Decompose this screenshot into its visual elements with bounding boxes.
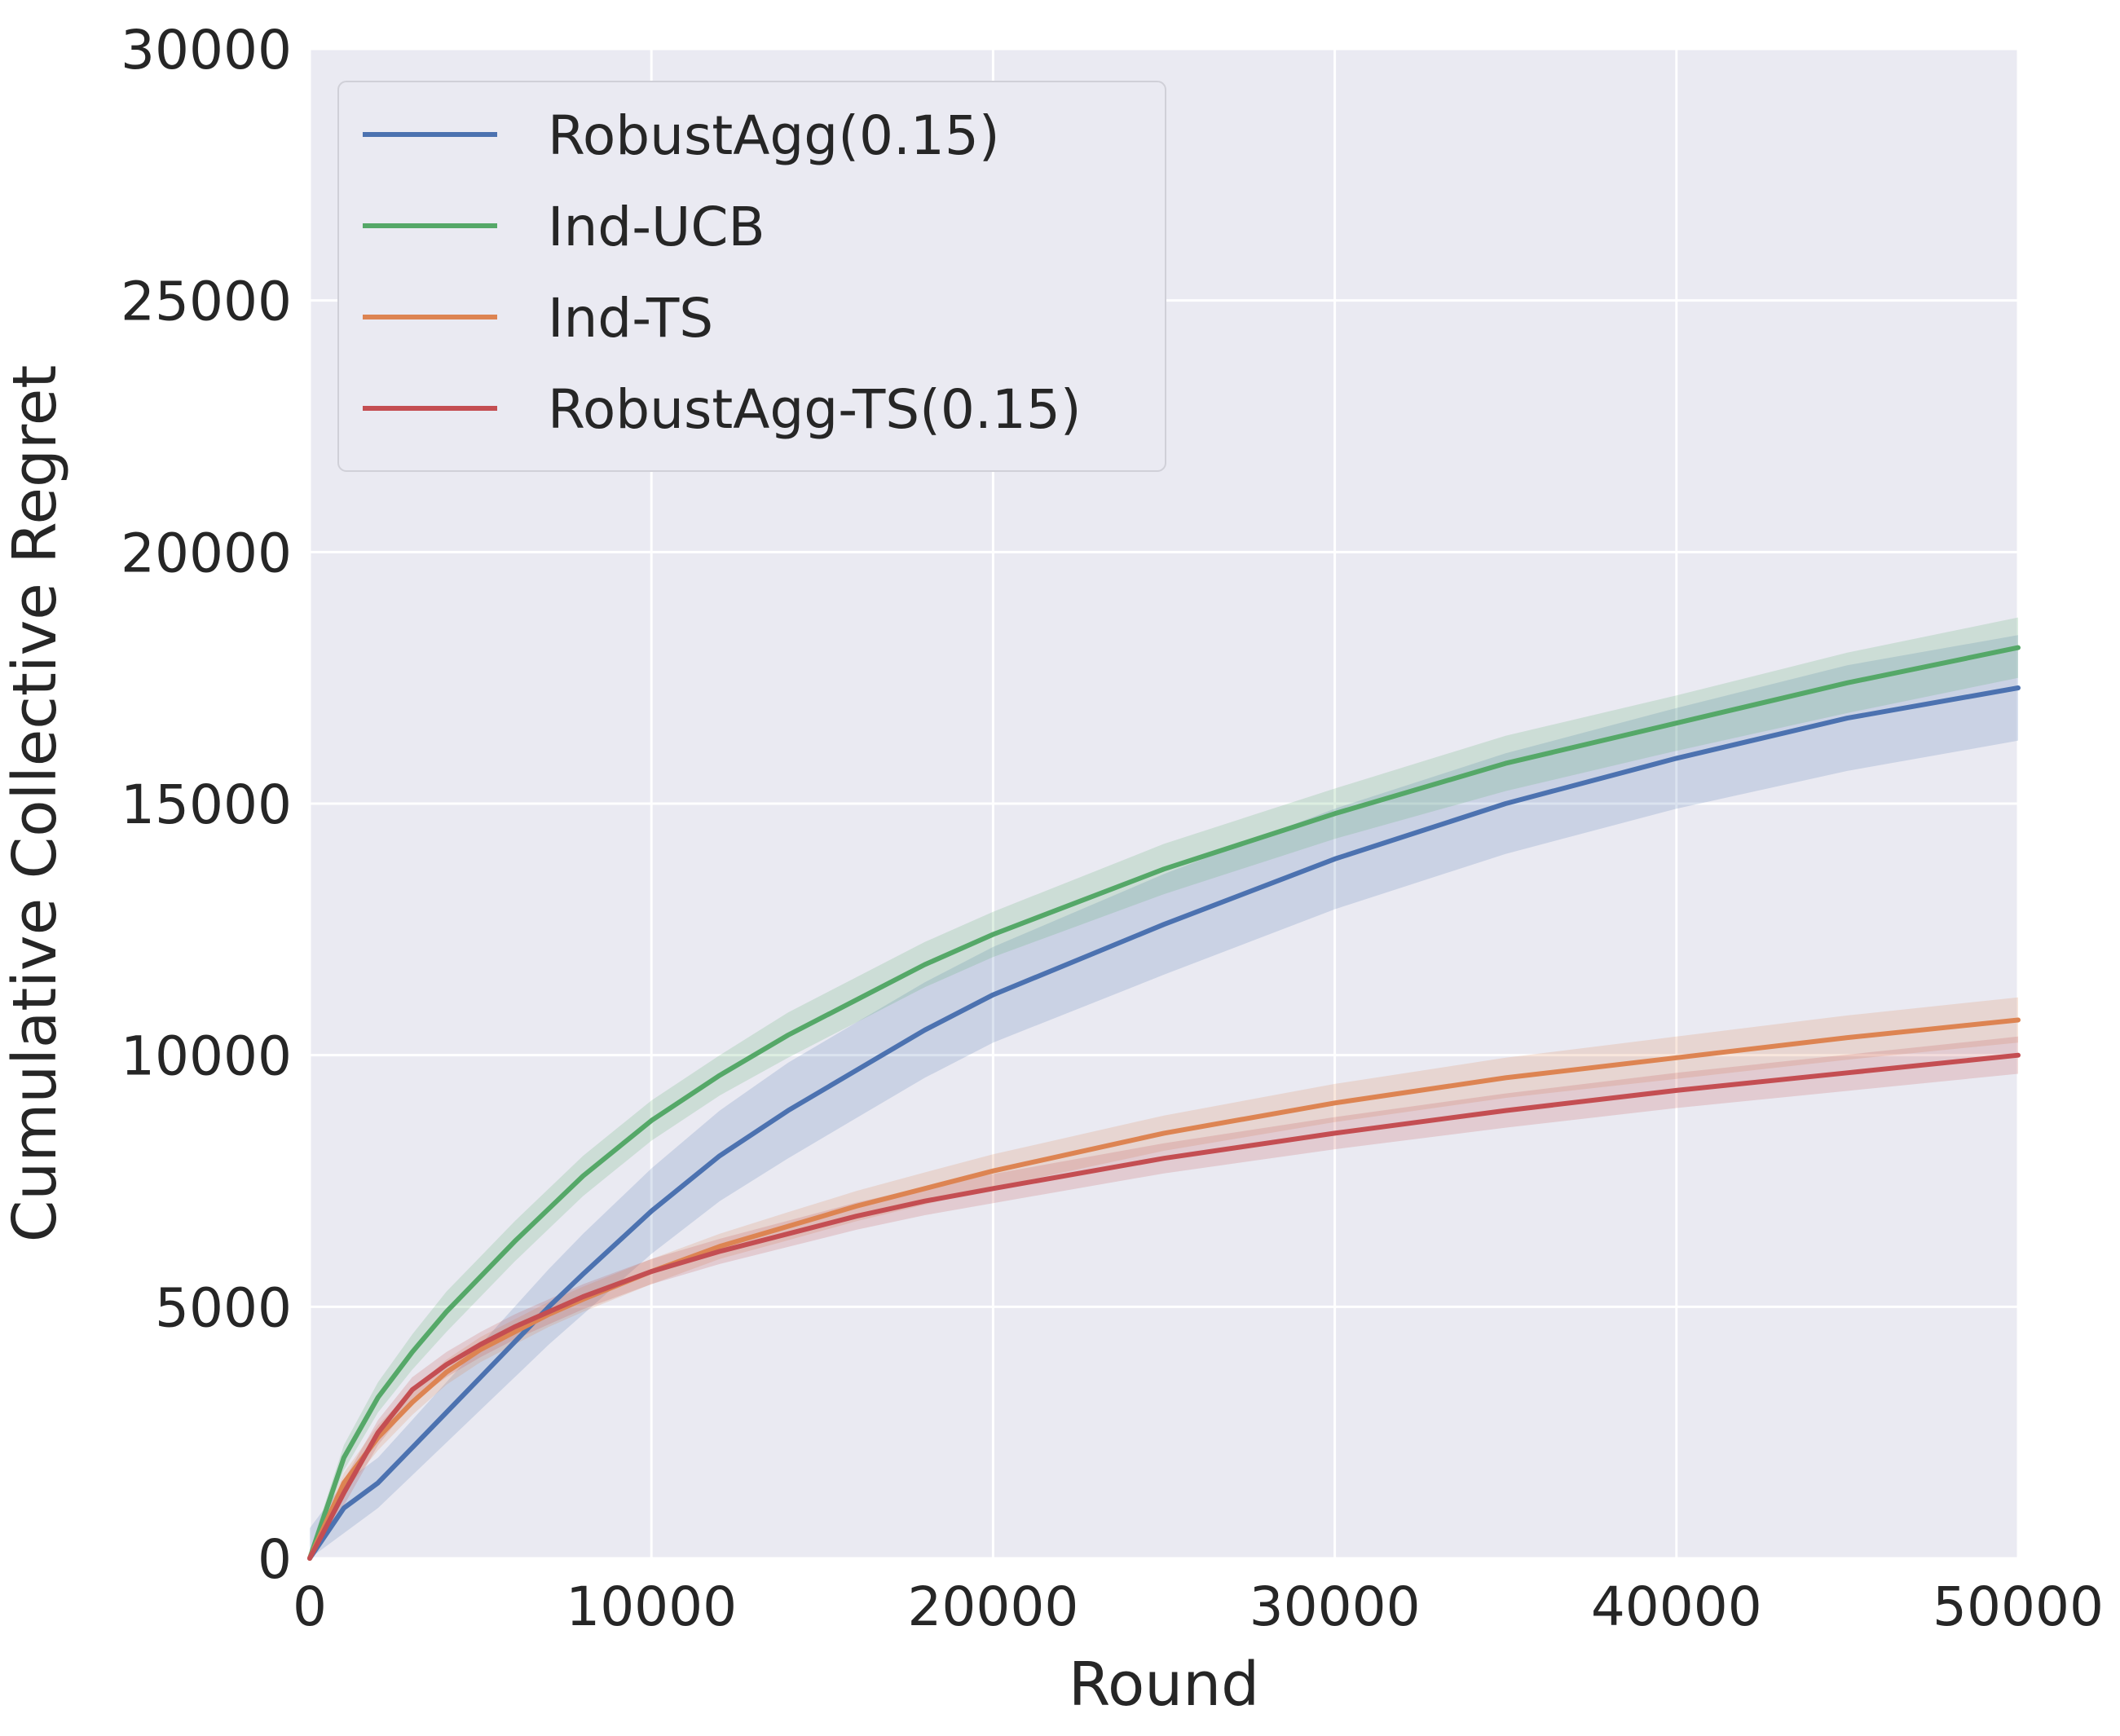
band-series-0 [310, 635, 2018, 1559]
y-tick-label: 25000 [121, 271, 292, 333]
x-tick-label: 30000 [1250, 1575, 1421, 1638]
legend-box [337, 81, 1166, 472]
x-tick-label: 40000 [1591, 1575, 1762, 1638]
legend-label-0: RobustAgg(0.15) [548, 104, 1000, 167]
confidence-bands [310, 617, 2018, 1559]
line-series-0 [307, 685, 2021, 1561]
legend-label-1: Ind-UCB [548, 196, 765, 258]
y-tick-label: 10000 [121, 1025, 292, 1088]
band-series-3 [310, 1036, 2018, 1558]
x-tick-labels: 0 10000 20000 30000 40000 50000 [293, 1575, 2104, 1638]
y-tick-label: 0 [258, 1528, 292, 1591]
band-series-1 [310, 617, 2018, 1558]
series-lines [307, 645, 2021, 1561]
line-series-3 [307, 1052, 2021, 1561]
legend-label-3: RobustAgg-TS(0.15) [548, 378, 1082, 441]
y-tick-label: 20000 [121, 522, 292, 584]
y-axis-label: Cumulative Collective Regret [0, 365, 70, 1243]
x-tick-label: 20000 [907, 1575, 1078, 1638]
line-series-1 [307, 645, 2021, 1561]
band-series-2 [310, 997, 2018, 1558]
legend-label-2: Ind-TS [548, 287, 713, 350]
y-tick-label: 15000 [121, 773, 292, 836]
legend: RobustAgg(0.15) Ind-UCB Ind-TS RobustAgg-TS… [337, 81, 1166, 472]
y-tick-labels: 0 5000 10000 15000 20000 25000 30000 [121, 19, 292, 1591]
x-tick-label: 50000 [1933, 1575, 2104, 1638]
x-axis-label: Round [1069, 1650, 1259, 1720]
x-tick-label: 0 [293, 1575, 327, 1638]
x-tick-label: 10000 [566, 1575, 737, 1638]
line-series-2 [307, 1017, 2021, 1561]
y-tick-label: 30000 [121, 19, 292, 82]
y-tick-label: 5000 [155, 1276, 292, 1339]
